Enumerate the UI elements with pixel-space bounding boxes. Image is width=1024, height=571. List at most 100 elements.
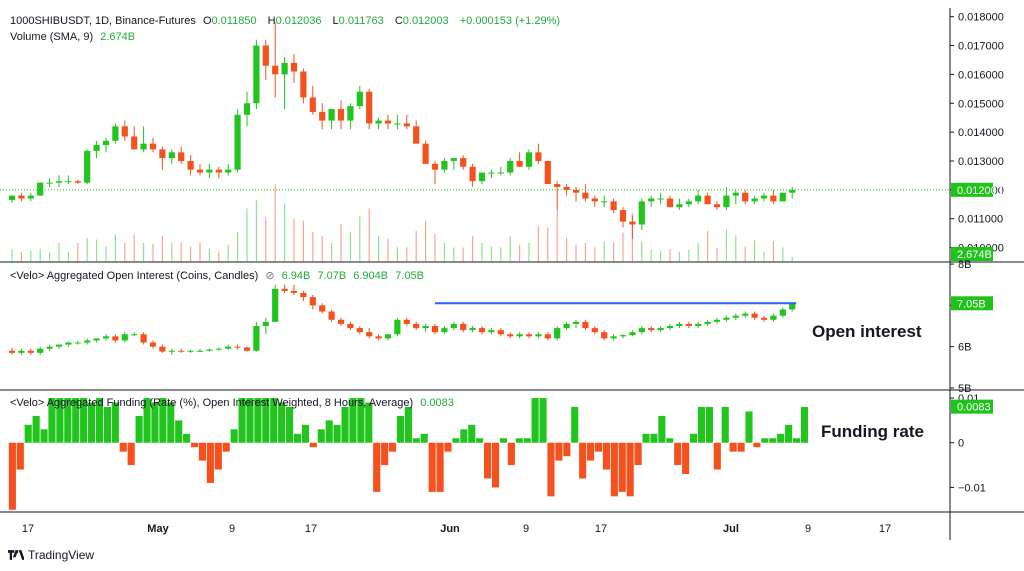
volume-bar <box>537 225 539 262</box>
funding-bar <box>721 406 729 443</box>
price-candle <box>516 160 523 167</box>
volume-label[interactable]: Volume (SMA, 9) <box>10 31 94 43</box>
price-axis[interactable]: 0.018000 0.017000 0.016000 0.015000 0.014000… <box>950 12 1004 495</box>
oi-candle <box>657 328 664 331</box>
price-candle <box>497 172 504 174</box>
price-pane[interactable] <box>0 22 950 262</box>
oi-candle <box>535 334 542 337</box>
funding-bar <box>80 398 88 443</box>
price-candle <box>46 182 53 184</box>
volume-bar <box>227 244 229 262</box>
oi-candle <box>516 334 523 337</box>
time-tick-label: 17 <box>595 523 607 535</box>
oi-candle <box>544 334 551 339</box>
funding-bar <box>705 406 713 443</box>
oi-candle <box>366 332 373 337</box>
time-axis[interactable]: 17 May 9 17 Jun 9 17 Jul 9 17 <box>22 523 891 535</box>
volume-bar <box>246 208 248 262</box>
oi-candle <box>65 342 72 345</box>
volume-bar <box>744 246 746 262</box>
price-candle <box>544 160 551 185</box>
price-candle <box>55 181 63 183</box>
funding-label[interactable]: <Velo> Aggregated Funding (Rate (%), Ope… <box>10 397 414 409</box>
price-candle <box>723 195 730 208</box>
price-candle <box>27 195 34 199</box>
price-candle <box>394 123 401 125</box>
funding-bar <box>32 415 40 443</box>
open-value: 0.011850 <box>211 15 257 27</box>
price-candle <box>507 160 514 173</box>
hidden-eye-icon[interactable]: ⊘ <box>265 270 275 282</box>
oi-low-value: 6.904B <box>353 270 389 282</box>
oi-legend: <Velo> Aggregated Open Interest (Coins, … <box>10 269 428 282</box>
volume-bar <box>725 229 727 262</box>
open-interest-pane[interactable] <box>8 284 797 355</box>
funding-bar <box>262 398 270 443</box>
price-candle <box>328 109 335 121</box>
oi-candle <box>319 305 326 312</box>
oi-candle <box>290 290 298 293</box>
funding-bar <box>151 402 159 443</box>
price-candle <box>629 221 636 225</box>
oi-candle <box>159 346 166 352</box>
volume-bar <box>650 249 652 262</box>
volume-bar <box>584 243 586 262</box>
volume-bar <box>735 235 737 262</box>
oi-candle <box>685 323 692 326</box>
oi-candle <box>18 350 25 353</box>
tradingview-brand[interactable]: TradingView <box>8 548 94 562</box>
oi-candle <box>225 346 232 349</box>
funding-bar <box>476 438 484 443</box>
funding-bar <box>56 398 64 443</box>
funding-bar <box>428 442 436 492</box>
volume-bar <box>161 236 163 262</box>
funding-bar <box>365 402 373 443</box>
oi-open-value: 6.94B <box>281 270 311 282</box>
oi-candle <box>601 332 608 339</box>
symbol-label[interactable]: 1000SHIBUSDT, 1D, Binance-Futures <box>10 15 196 27</box>
time-tick-label: 9 <box>229 523 235 535</box>
funding-pane[interactable] <box>8 398 808 510</box>
funding-bar <box>404 406 412 443</box>
volume-bar <box>208 249 210 262</box>
funding-bar <box>64 398 72 443</box>
close-label: C <box>394 15 403 27</box>
price-candle <box>18 195 25 199</box>
volume-bar <box>509 236 511 262</box>
oi-candle <box>413 323 420 329</box>
oi-tick-label: 8B <box>958 259 971 271</box>
oi-candle <box>140 334 147 343</box>
funding-bar <box>238 398 246 443</box>
funding-bar <box>135 415 143 443</box>
oi-candle <box>431 326 439 333</box>
funding-bar <box>40 429 48 443</box>
oi-candle <box>300 292 307 298</box>
funding-bar <box>618 442 626 492</box>
funding-bar <box>642 433 650 443</box>
volume-bar <box>340 224 342 262</box>
price-candle <box>648 198 655 202</box>
volume-bar <box>143 243 145 262</box>
funding-bar <box>357 398 365 443</box>
oi-candle <box>713 319 721 322</box>
volume-bar <box>180 242 182 262</box>
oi-label[interactable]: <Velo> Aggregated Open Interest (Coins, … <box>10 270 259 282</box>
oi-candle <box>272 288 279 322</box>
price-candle <box>685 201 692 205</box>
funding-value: 0.0083 <box>420 397 454 409</box>
volume-bar <box>547 227 549 262</box>
oi-candle <box>723 317 730 320</box>
volume-bar <box>265 217 267 262</box>
volume-bar <box>171 243 173 262</box>
volume-bar <box>199 243 201 262</box>
funding-bar <box>689 433 698 443</box>
funding-bar <box>309 442 317 448</box>
volume-bar <box>237 231 239 262</box>
funding-bar <box>381 442 389 466</box>
funding-tick-label: −0.01 <box>958 482 986 494</box>
time-tick-label: 17 <box>22 523 34 535</box>
price-candle <box>384 120 392 124</box>
funding-bar <box>127 442 135 466</box>
volume-bar <box>622 232 624 262</box>
price-candle <box>601 201 608 203</box>
